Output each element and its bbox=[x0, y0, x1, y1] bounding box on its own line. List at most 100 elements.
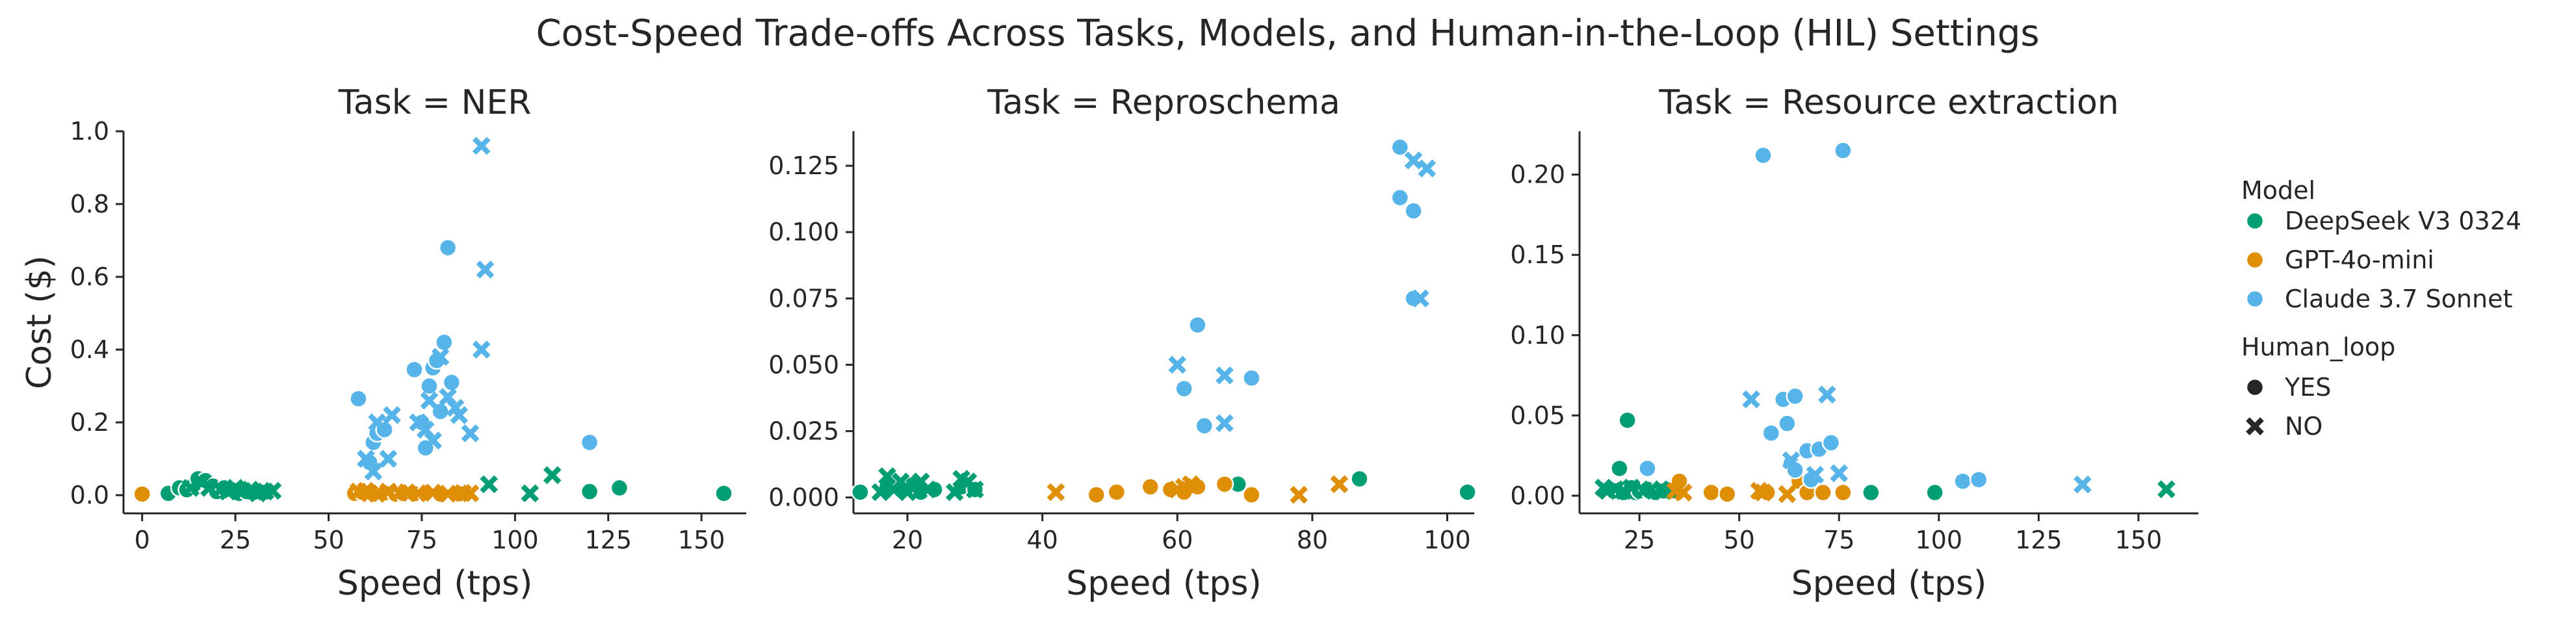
point-claude-3-7-sonnet-hil-no bbox=[461, 424, 480, 443]
point-deepseek-v3-0324-hil-no bbox=[521, 484, 540, 503]
point-deepseek-v3-0324-hil-yes bbox=[1618, 411, 1637, 430]
data-points bbox=[851, 138, 1477, 504]
point-deepseek-v3-0324-hil-yes bbox=[1458, 483, 1477, 502]
point-claude-3-7-sonnet-hil-yes bbox=[1175, 379, 1193, 398]
point-gpt-4o-mini-hil-yes bbox=[1702, 483, 1721, 502]
panel-task-ner: 0 25 50 75 100 125 150 0.0 0.2 0.4 0.6 0.8 1.0 Task =… bbox=[20, 83, 746, 603]
y-tick-label: 0.4 bbox=[70, 335, 109, 364]
y-axis-label: Cost ($) bbox=[20, 255, 59, 389]
point-gpt-4o-mini-hil-yes bbox=[1718, 485, 1737, 504]
legend-style-title: Human_loop bbox=[2241, 333, 2395, 361]
point-gpt-4o-mini-hil-no bbox=[1047, 483, 1065, 502]
point-claude-3-7-sonnet-hil-no bbox=[472, 136, 491, 155]
legend-label: GPT-4o-mini bbox=[2285, 246, 2434, 274]
point-deepseek-v3-0324-hil-no bbox=[543, 466, 562, 485]
point-deepseek-v3-0324-hil-no bbox=[2157, 480, 2176, 498]
point-claude-3-7-sonnet-hil-no bbox=[476, 260, 495, 279]
x-tick-label: 50 bbox=[313, 526, 344, 554]
point-claude-3-7-sonnet-hil-no bbox=[383, 406, 401, 424]
point-gpt-4o-mini-hil-no bbox=[1330, 475, 1349, 493]
point-gpt-4o-mini-hil-no bbox=[424, 483, 442, 502]
point-claude-3-7-sonnet-hil-yes bbox=[580, 433, 599, 452]
point-claude-3-7-sonnet-hil-no bbox=[431, 348, 450, 367]
point-claude-3-7-sonnet-hil-no bbox=[379, 450, 398, 468]
x-tick-label: 25 bbox=[1624, 526, 1655, 554]
point-claude-3-7-sonnet-hil-no bbox=[472, 341, 491, 359]
y-tick-label: 0.05 bbox=[1510, 401, 1565, 430]
point-gpt-4o-mini-hil-yes bbox=[1087, 485, 1106, 504]
point-claude-3-7-sonnet-hil-yes bbox=[1786, 387, 1804, 406]
panel-title: Task = NER bbox=[338, 83, 532, 122]
legend-item-deepseek-v3-0324: DeepSeek V3 0324 bbox=[2245, 207, 2521, 235]
point-gpt-4o-mini-hil-no bbox=[1754, 483, 1773, 502]
y-tick-label: 0.050 bbox=[768, 350, 839, 379]
y-tick-label: 0.00 bbox=[1510, 482, 1565, 510]
x-tick-label: 100 bbox=[491, 526, 539, 554]
point-claude-3-7-sonnet-hil-no bbox=[424, 431, 442, 450]
legend-hue-title: Model bbox=[2241, 176, 2315, 205]
panel-task-resource-extraction: 25 50 75 100 125 150 0.00 0.05 0.10 0.15 0.20 Task … bbox=[1510, 83, 2198, 603]
point-claude-3-7-sonnet-hil-yes bbox=[1390, 188, 1410, 207]
point-gpt-4o-mini-hil-no bbox=[1778, 485, 1797, 504]
x-axis-label: Speed (tps) bbox=[337, 564, 533, 603]
point-claude-3-7-sonnet-hil-no bbox=[1418, 159, 1437, 177]
legend-item-gpt-4o-mini: GPT-4o-mini bbox=[2245, 246, 2434, 274]
point-deepseek-v3-0324-hil-no bbox=[945, 483, 964, 502]
point-claude-3-7-sonnet-hil-yes bbox=[1754, 146, 1773, 165]
x-tick-label: 125 bbox=[2015, 526, 2062, 554]
panel-task-reproschema: 20 40 60 80 100 0.000 0.025 0.050 0.075 0.100 0.12… bbox=[768, 83, 1477, 603]
x-tick-label: 125 bbox=[584, 526, 632, 554]
point-claude-3-7-sonnet-hil-yes bbox=[1242, 368, 1261, 387]
point-gpt-4o-mini-hil-yes bbox=[1834, 483, 1853, 502]
point-gpt-4o-mini-hil-no bbox=[1674, 483, 1693, 502]
point-deepseek-v3-0324-hil-yes bbox=[714, 483, 733, 503]
point-deepseek-v3-0324-hil-no bbox=[891, 472, 910, 491]
x-tick-label: 20 bbox=[892, 526, 923, 554]
point-gpt-4o-mini-hil-yes bbox=[1242, 485, 1261, 504]
point-claude-3-7-sonnet-hil-yes bbox=[1638, 459, 1657, 478]
legend-label: Claude 3.7 Sonnet bbox=[2285, 285, 2512, 313]
point-gpt-4o-mini-hil-yes bbox=[1141, 477, 1160, 496]
x-tick-label: 60 bbox=[1162, 526, 1193, 554]
x-tick-label: 75 bbox=[406, 526, 437, 554]
point-claude-3-7-sonnet-hil-no bbox=[1806, 465, 1825, 484]
point-claude-3-7-sonnet-hil-yes bbox=[442, 373, 462, 392]
point-gpt-4o-mini-hil-no bbox=[1290, 485, 1308, 504]
legend-label: DeepSeek V3 0324 bbox=[2285, 207, 2521, 235]
point-claude-3-7-sonnet-hil-yes bbox=[405, 360, 424, 380]
point-gpt-4o-mini-hil-yes bbox=[133, 485, 151, 504]
point-claude-3-7-sonnet-hil-no bbox=[1742, 390, 1760, 409]
point-claude-3-7-sonnet-hil-no bbox=[420, 391, 439, 410]
point-claude-3-7-sonnet-hil-yes bbox=[438, 238, 458, 257]
y-tick-label: 0.125 bbox=[768, 151, 839, 180]
point-claude-3-7-sonnet-hil-no bbox=[1216, 366, 1234, 385]
point-claude-3-7-sonnet-hil-no bbox=[1411, 289, 1429, 308]
y-tick-label: 1.0 bbox=[70, 117, 109, 146]
point-claude-3-7-sonnet-hil-no bbox=[1782, 451, 1801, 470]
point-claude-3-7-sonnet-hil-yes bbox=[1953, 472, 1972, 491]
y-tick-label: 0.15 bbox=[1510, 240, 1565, 269]
x-tick-label: 75 bbox=[1823, 526, 1854, 554]
point-claude-3-7-sonnet-hil-yes bbox=[435, 333, 454, 352]
point-gpt-4o-mini-hil-yes bbox=[1814, 483, 1832, 502]
legend-swatch bbox=[2245, 211, 2265, 231]
point-deepseek-v3-0324-hil-no bbox=[878, 467, 896, 485]
panel-title: Task = Resource extraction bbox=[1658, 83, 2119, 122]
point-claude-3-7-sonnet-hil-no bbox=[1830, 464, 1849, 483]
point-gpt-4o-mini-hil-no bbox=[439, 484, 457, 503]
x-tick-label: 100 bbox=[1916, 526, 1963, 554]
legend-item-yes: YES bbox=[2245, 373, 2331, 402]
point-claude-3-7-sonnet-hil-no bbox=[1817, 385, 1836, 404]
figure-title: Cost-Speed Trade-offs Across Tasks, Mode… bbox=[536, 12, 2039, 55]
point-claude-3-7-sonnet-hil-no bbox=[450, 406, 469, 424]
x-tick-label: 80 bbox=[1297, 526, 1328, 554]
point-deepseek-v3-0324-hil-yes bbox=[1862, 483, 1880, 502]
data-points bbox=[133, 136, 733, 504]
point-deepseek-v3-0324-hil-yes bbox=[1925, 483, 1944, 502]
x-tick-label: 50 bbox=[1723, 526, 1754, 554]
y-tick-label: 0.100 bbox=[768, 218, 839, 246]
legend-swatch bbox=[2245, 250, 2265, 270]
point-claude-3-7-sonnet-hil-yes bbox=[1390, 138, 1410, 157]
point-claude-3-7-sonnet-hil-yes bbox=[1821, 433, 1841, 452]
